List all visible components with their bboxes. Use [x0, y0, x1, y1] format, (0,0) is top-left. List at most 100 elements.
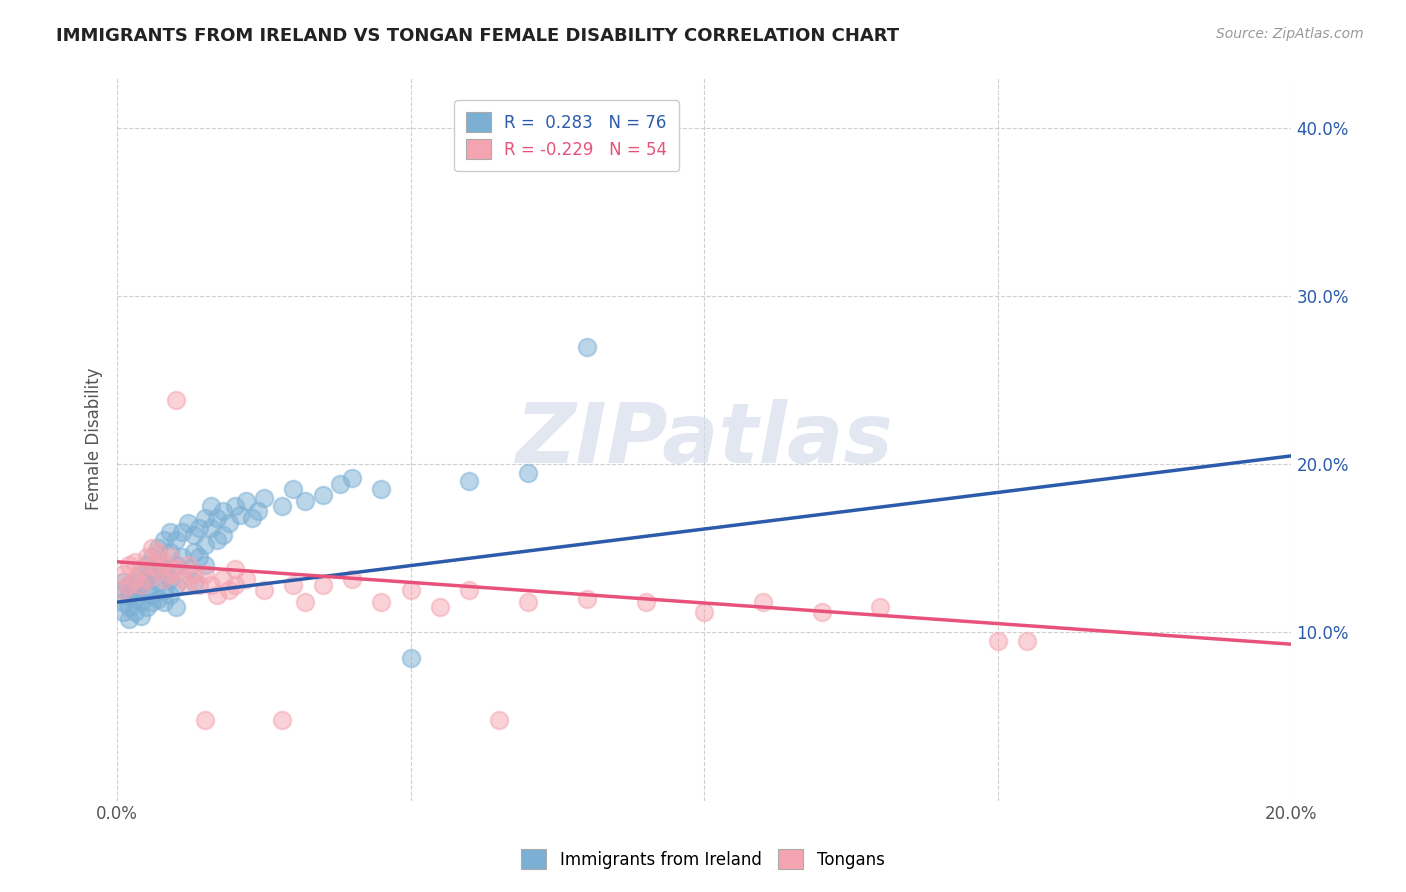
Point [205, 511, 228, 525]
Point [135, 572, 157, 586]
Point [153, 583, 176, 598]
Point [118, 558, 141, 573]
Point [283, 483, 305, 497]
Point [135, 572, 157, 586]
Point [205, 533, 228, 547]
Point [212, 572, 235, 586]
Point [176, 516, 198, 530]
Point [148, 574, 170, 589]
Point [159, 566, 181, 581]
Point [224, 500, 246, 514]
Point [517, 595, 540, 609]
Point [112, 605, 135, 619]
Point [159, 549, 181, 564]
Point [129, 595, 152, 609]
Point [165, 561, 187, 575]
Point [141, 595, 163, 609]
Point [869, 600, 891, 615]
Point [112, 574, 135, 589]
Point [118, 589, 141, 603]
Point [312, 487, 335, 501]
Legend: Immigrants from Ireland, Tongans: Immigrants from Ireland, Tongans [512, 838, 894, 880]
Point [312, 578, 335, 592]
Point [129, 608, 152, 623]
Point [141, 549, 163, 564]
Point [135, 549, 157, 564]
Point [294, 494, 316, 508]
Point [488, 713, 510, 727]
Point [194, 566, 217, 581]
Point [176, 561, 198, 575]
Point [129, 566, 152, 581]
Point [458, 474, 481, 488]
Point [183, 528, 205, 542]
Point [165, 558, 187, 573]
Point [240, 511, 263, 525]
Text: Source: ZipAtlas.com: Source: ZipAtlas.com [1216, 27, 1364, 41]
Point [141, 566, 163, 581]
Point [170, 572, 193, 586]
Point [270, 500, 292, 514]
Y-axis label: Female Disability: Female Disability [86, 368, 103, 510]
Point [129, 561, 152, 575]
Point [370, 483, 392, 497]
Point [194, 538, 217, 552]
Point [124, 574, 146, 589]
Point [112, 583, 135, 598]
Point [340, 471, 363, 485]
Point [124, 572, 146, 586]
Point [135, 583, 157, 598]
Point [218, 516, 240, 530]
Point [294, 595, 316, 609]
Point [253, 491, 276, 505]
Point [224, 561, 246, 575]
Point [458, 583, 481, 598]
Point [194, 511, 217, 525]
Point [159, 589, 181, 603]
Point [141, 558, 163, 573]
Point [153, 595, 176, 609]
Point [399, 650, 422, 665]
Point [329, 477, 352, 491]
Point [135, 558, 157, 573]
Point [183, 574, 205, 589]
Point [253, 583, 276, 598]
Text: IMMIGRANTS FROM IRELAND VS TONGAN FEMALE DISABILITY CORRELATION CHART: IMMIGRANTS FROM IRELAND VS TONGAN FEMALE… [56, 27, 900, 45]
Point [148, 545, 170, 559]
Point [212, 504, 235, 518]
Point [153, 561, 176, 575]
Point [200, 578, 222, 592]
Point [159, 572, 181, 586]
Point [159, 524, 181, 539]
Point [235, 494, 257, 508]
Point [1017, 633, 1039, 648]
Point [141, 541, 163, 556]
Point [194, 713, 217, 727]
Point [340, 572, 363, 586]
Point [176, 578, 198, 592]
Point [124, 555, 146, 569]
Point [247, 504, 270, 518]
Point [183, 545, 205, 559]
Point [124, 583, 146, 598]
Point [124, 591, 146, 606]
Point [224, 578, 246, 592]
Point [188, 549, 211, 564]
Point [135, 600, 157, 615]
Point [575, 591, 598, 606]
Point [205, 589, 228, 603]
Text: ZIPatlas: ZIPatlas [516, 399, 893, 480]
Point [270, 713, 292, 727]
Point [810, 605, 832, 619]
Point [118, 578, 141, 592]
Point [194, 558, 217, 573]
Point [987, 633, 1010, 648]
Point [188, 521, 211, 535]
Point [148, 591, 170, 606]
Point [129, 578, 152, 592]
Point [165, 533, 187, 547]
Point [148, 541, 170, 556]
Point [153, 533, 176, 547]
Point [183, 566, 205, 581]
Point [118, 600, 141, 615]
